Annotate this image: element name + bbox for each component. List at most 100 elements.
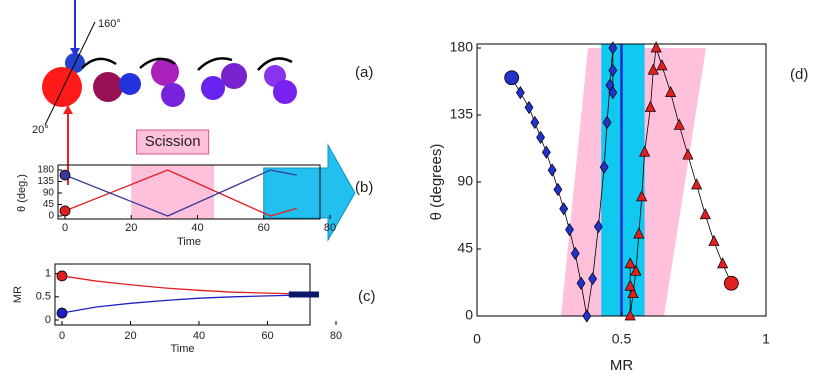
panel-label: (b)	[355, 179, 373, 196]
x-tick-label: 20	[124, 330, 136, 342]
data-point	[647, 63, 659, 75]
arrow-head	[63, 105, 73, 114]
data-point	[576, 276, 586, 290]
data-point	[553, 182, 563, 197]
y-tick-label: 0.5	[36, 291, 51, 303]
data-point	[650, 41, 662, 53]
data-point	[717, 257, 729, 269]
data-point	[633, 227, 645, 239]
start-point	[723, 275, 739, 291]
data-point	[530, 115, 540, 130]
panel-a: 160° 20° (a)	[32, 0, 373, 185]
atom	[201, 76, 225, 100]
series-line	[61, 293, 319, 314]
y-tick-label: 45	[457, 240, 473, 256]
data-point	[524, 100, 534, 115]
y-tick-label: 90	[457, 173, 473, 189]
y-axis-label: MR	[12, 286, 24, 303]
x-tick-label: 40	[191, 222, 203, 234]
atom	[42, 67, 82, 107]
angle-label: 160°	[98, 18, 121, 30]
atom	[93, 72, 123, 102]
data-point	[559, 202, 569, 216]
y-tick-label: 1	[45, 268, 51, 280]
x-axis-label: MR	[610, 357, 633, 374]
time-arrow	[263, 143, 356, 242]
series-line	[61, 275, 319, 296]
axis-line	[44, 21, 96, 126]
x-tick-label: 60	[261, 330, 273, 342]
x-tick-label: 20	[125, 222, 137, 234]
data-point	[565, 223, 574, 237]
x-axis-label: Time	[177, 236, 201, 248]
x-tick-label: 80	[330, 330, 342, 342]
data-point	[582, 309, 592, 323]
data-point	[691, 178, 703, 190]
annotation-box	[136, 129, 210, 155]
data-point	[636, 190, 648, 202]
data-point	[644, 100, 656, 112]
data-point	[541, 145, 551, 159]
y-axis-label: θ (degrees)	[428, 144, 445, 221]
start-point	[56, 270, 68, 282]
start-point	[56, 307, 68, 319]
x-tick-label: 0	[473, 331, 481, 347]
start-point	[59, 205, 71, 217]
x-tick-label: 80	[324, 222, 336, 234]
data-point	[639, 145, 651, 157]
y-tick-label: 135	[450, 106, 474, 122]
atom	[161, 83, 185, 107]
series-line	[64, 169, 297, 217]
y-tick-label: 135	[37, 176, 54, 187]
data-point	[624, 279, 636, 291]
x-tick-label: 1	[762, 331, 770, 347]
start-point	[504, 70, 520, 86]
x-tick-label: 0	[59, 330, 65, 342]
data-point	[699, 207, 711, 220]
panel-label: (d)	[790, 66, 808, 83]
data-point	[608, 63, 618, 77]
data-point	[588, 272, 598, 286]
x-tick-label: 0	[62, 222, 68, 234]
data-point	[665, 85, 677, 98]
scission-region	[131, 165, 215, 219]
y-tick-label: 180	[37, 165, 54, 176]
x-tick-label: 40	[193, 330, 205, 342]
y-axis-label: θ (deg.)	[16, 174, 28, 212]
data-point	[602, 115, 612, 130]
data-point	[515, 86, 525, 100]
y-tick-label: 0	[465, 307, 473, 323]
plot-frame	[57, 164, 321, 220]
data-point	[608, 86, 618, 100]
data-point	[608, 41, 618, 55]
data-point	[570, 246, 580, 261]
data-point	[536, 130, 546, 144]
panel-label: (a)	[355, 64, 373, 81]
y-tick-label: 0	[45, 314, 51, 326]
data-point	[673, 118, 685, 130]
atom	[273, 80, 297, 104]
data-point	[599, 160, 609, 174]
y-tick-label: 0	[48, 211, 54, 222]
x-tick-label: 60	[258, 222, 270, 234]
data-point	[630, 264, 642, 276]
panel-label: (c)	[358, 288, 376, 305]
y-tick-label: 180	[450, 39, 474, 55]
data-point	[708, 234, 720, 246]
data-point	[656, 59, 668, 71]
atom	[221, 63, 247, 89]
y-tick-label: 90	[43, 188, 55, 199]
atom	[119, 73, 141, 95]
plot-frame	[54, 263, 311, 326]
x-axis-label: Time	[170, 343, 194, 355]
data-point	[624, 257, 636, 269]
y-tick-label: 45	[43, 199, 55, 210]
data-point	[627, 286, 639, 299]
data-point	[624, 309, 636, 321]
angle-label: 20°	[32, 124, 49, 136]
data-point	[547, 163, 557, 177]
end-bar	[288, 291, 319, 298]
atom	[151, 58, 179, 86]
